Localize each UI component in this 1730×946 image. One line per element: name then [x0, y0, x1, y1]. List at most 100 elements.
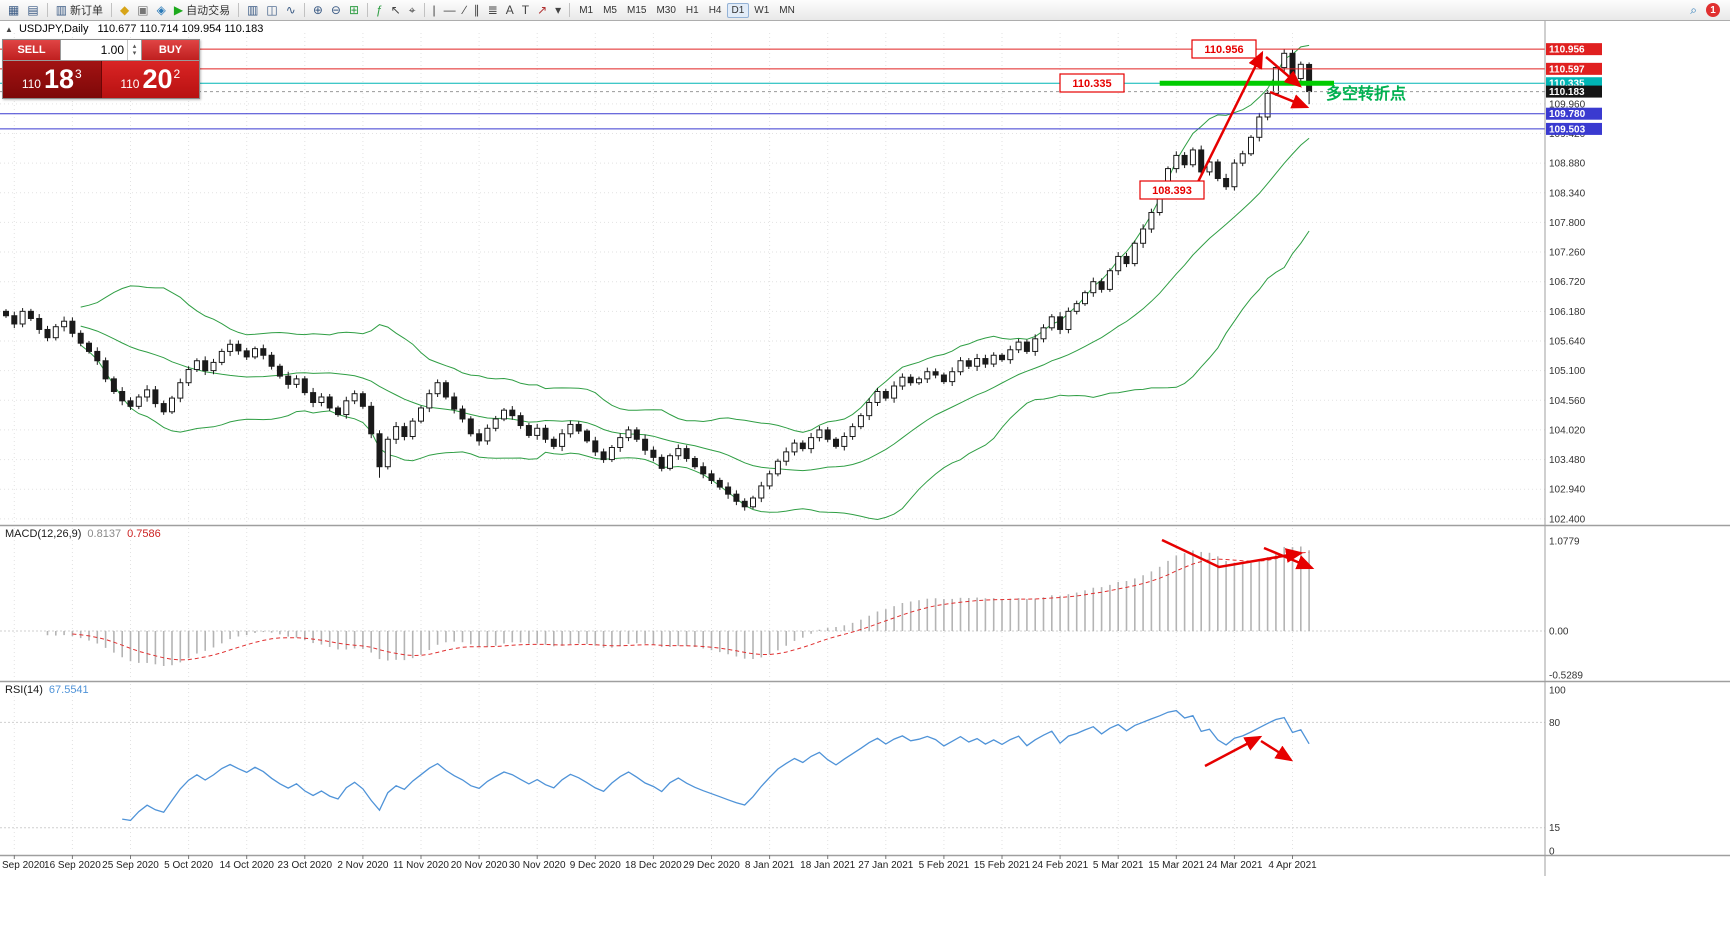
- timeframe-m30[interactable]: M30: [656, 4, 676, 16]
- new-order-button[interactable]: ▥ 新订单: [55, 3, 104, 17]
- svg-text:110.956: 110.956: [1549, 45, 1585, 56]
- date-axis-label: 15 Feb 2021: [974, 860, 1031, 871]
- navigator-icon[interactable]: ◈: [156, 3, 166, 17]
- rsi-axis-tick: 15: [1549, 823, 1561, 834]
- swing-low-price-label[interactable]: [1139, 180, 1205, 200]
- chart-title: ▲ USDJPY,Daily 110.677 110.714 109.954 1…: [5, 23, 263, 35]
- zoom-out-icon[interactable]: ⊖: [330, 3, 341, 17]
- sell-button[interactable]: SELL: [3, 40, 60, 60]
- pivot-note-text[interactable]: 多空转折点: [1326, 84, 1406, 103]
- price-axis-tick: 106.720: [1549, 277, 1586, 288]
- search-icon[interactable]: ⌕: [1690, 3, 1697, 17]
- profiles-icon[interactable]: ▤: [27, 3, 39, 17]
- bollinger-bands: [80, 44, 1310, 521]
- trend-arrow[interactable]: [1204, 735, 1263, 768]
- date-axis-label: 4 Apr 2021: [1268, 860, 1317, 871]
- trend-arrow[interactable]: [1161, 538, 1304, 569]
- new-chart-icon[interactable]: ▦: [8, 3, 20, 17]
- trend-arrow[interactable]: [1191, 50, 1264, 193]
- toolbar-separator: [423, 3, 425, 17]
- svg-text:108.393: 108.393: [1152, 185, 1192, 197]
- trend-arrow[interactable]: [1263, 546, 1315, 570]
- horizontal-line-icon[interactable]: —: [443, 3, 456, 17]
- chart-ohlc-values: 110.677 110.714 109.954 110.183: [97, 23, 264, 35]
- one-click-trading-panel: SELL 1.00 ▴ ▾ BUY 110 18 3 110 20 2: [2, 39, 200, 99]
- annotations-layer[interactable]: 110.956 110.335 108.393 多空转折点: [1059, 39, 1406, 768]
- toolbar-separator: [303, 3, 305, 17]
- toolbar-separator: [367, 3, 369, 17]
- timeframe-m15[interactable]: M15: [627, 4, 647, 16]
- macd-signal-value: 0.7586: [127, 528, 161, 540]
- pivot-price-label[interactable]: [1059, 73, 1125, 93]
- macd-axis-tick: 0.00: [1549, 627, 1569, 638]
- vertical-line-icon[interactable]: |: [432, 3, 436, 17]
- date-axis-label: 27 Jan 2021: [858, 860, 913, 871]
- trend-arrow[interactable]: [1265, 56, 1302, 88]
- price-axis-highlight: [1546, 122, 1602, 135]
- collapse-panel-icon[interactable]: ▲: [5, 25, 13, 34]
- rsi-axis-tick: 0: [1549, 847, 1555, 858]
- date-axis-label: 25 Sep 2020: [102, 860, 159, 871]
- volume-spinner[interactable]: ▴ ▾: [127, 40, 141, 60]
- price-axis-tick: 108.340: [1549, 188, 1586, 199]
- timeframe-mn[interactable]: MN: [779, 4, 795, 16]
- toolbar-separator: [111, 3, 113, 17]
- trend-arrow[interactable]: [1260, 739, 1294, 762]
- cursor-icon[interactable]: ↖: [390, 3, 401, 17]
- toolbar-separator: [46, 3, 48, 17]
- trendline-icon[interactable]: ∕: [463, 3, 466, 17]
- date-axis-label: 18 Dec 2020: [625, 860, 682, 871]
- alerts-icon[interactable]: ◆: [120, 3, 130, 17]
- price-axis-tick: 107.800: [1549, 218, 1586, 229]
- timeframe-h1[interactable]: H1: [685, 4, 699, 16]
- timeframe-d1[interactable]: D1: [726, 2, 750, 18]
- peak-price-label[interactable]: [1191, 39, 1257, 59]
- date-axis-label: 9 Dec 2020: [570, 860, 622, 871]
- grid-layer: [0, 33, 1545, 852]
- buy-price-prefix: 110: [120, 76, 140, 91]
- text-icon[interactable]: A: [505, 3, 514, 17]
- auto-trading-button[interactable]: ▶ 自动交易: [173, 3, 231, 17]
- timeframe-h4[interactable]: H4: [708, 4, 722, 16]
- label-icon[interactable]: T: [521, 3, 530, 17]
- horizontal-lines-layer[interactable]: [0, 48, 1545, 130]
- volume-input[interactable]: 1.00 ▴ ▾: [60, 40, 142, 60]
- volume-value[interactable]: 1.00: [100, 43, 124, 57]
- price-axis-tick: 105.640: [1549, 336, 1586, 347]
- channel-icon[interactable]: ∥: [473, 3, 480, 17]
- fibonacci-icon[interactable]: ≣: [487, 3, 498, 17]
- price-axis-highlight: [1546, 62, 1602, 75]
- sell-price-button[interactable]: 110 18 3: [3, 61, 102, 98]
- price-axis-tick: 104.560: [1549, 396, 1586, 407]
- toolbar-right: ⌕ 1: [1686, 1, 1720, 20]
- line-chart-icon[interactable]: ∿: [285, 3, 296, 17]
- date-axis-label: 18 Jan 2021: [800, 860, 855, 871]
- bar-chart-icon[interactable]: ▥: [247, 3, 259, 17]
- date-axis-label: 24 Feb 2021: [1032, 860, 1089, 871]
- date-axis-label: 5 Mar 2021: [1093, 860, 1144, 871]
- price-axis-tick: 102.400: [1549, 514, 1586, 525]
- indicator-layer: [46, 546, 1310, 822]
- crosshair-icon[interactable]: ⌖: [408, 3, 416, 17]
- volume-up-icon[interactable]: ▴: [132, 43, 137, 50]
- price-axis-tick: 106.180: [1549, 307, 1586, 318]
- trend-arrow[interactable]: [1269, 90, 1310, 109]
- data-window-icon[interactable]: ▣: [137, 3, 149, 17]
- timeframe-m5[interactable]: M5: [603, 4, 617, 16]
- volume-down-icon[interactable]: ▾: [132, 50, 137, 57]
- notifications-badge[interactable]: 1: [1706, 3, 1720, 17]
- zoom-in-icon[interactable]: ⊕: [312, 3, 323, 17]
- arrows-icon[interactable]: ↗: [537, 3, 548, 17]
- arrows-dropdown-icon[interactable]: ▾: [555, 3, 562, 17]
- date-axis-label: 20 Nov 2020: [451, 860, 508, 871]
- date-axis-label: 15 Mar 2021: [1148, 860, 1205, 871]
- indicators-icon[interactable]: ƒ: [376, 3, 383, 17]
- buy-button[interactable]: BUY: [142, 40, 199, 60]
- tile-windows-icon[interactable]: ⊞: [348, 3, 360, 17]
- timeframe-w1[interactable]: W1: [754, 4, 770, 16]
- buy-price-button[interactable]: 110 20 2: [101, 61, 199, 98]
- candlestick-chart-icon[interactable]: ◫: [266, 3, 278, 17]
- timeframe-m1[interactable]: M1: [579, 4, 594, 16]
- date-axis-label: Sep 2020: [2, 860, 45, 871]
